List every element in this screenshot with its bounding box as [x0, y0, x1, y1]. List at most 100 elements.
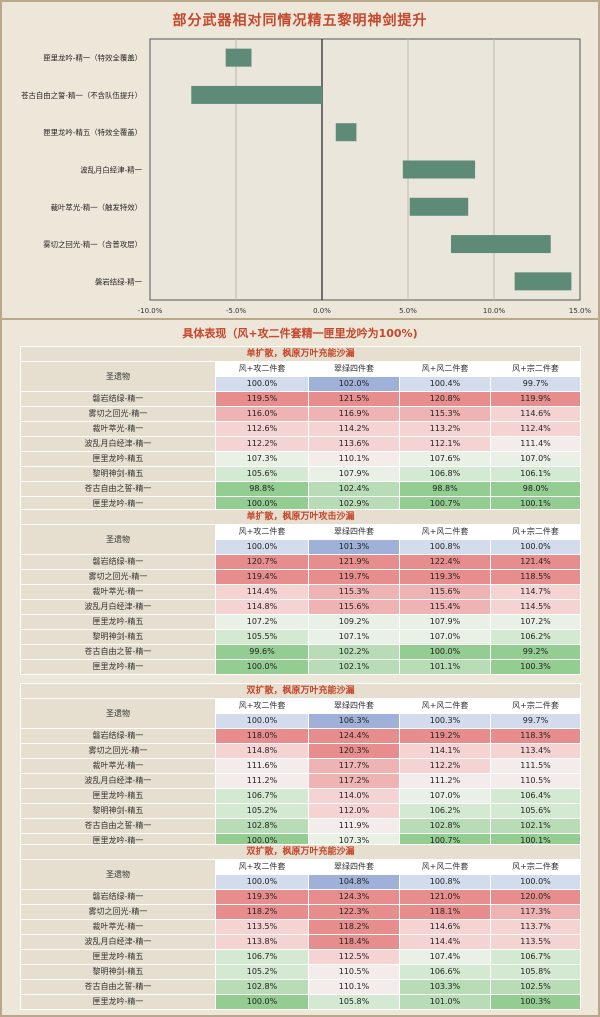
- weapon-name: 匣里龙吟-精一: [20, 659, 216, 675]
- value-cell: 109.2%: [308, 614, 400, 630]
- value-cell: 114.8%: [215, 599, 309, 615]
- table-row: 苍古自由之誓-精一 102.8% 111.9% 102.8% 102.1%: [20, 818, 582, 834]
- table-row: 黎明神剑-精五 105.5% 107.1% 107.0% 106.2%: [20, 629, 582, 645]
- value-cell: 105.6%: [489, 803, 582, 819]
- table-header-row: 圣遗物 风+攻二件套 翠绿四件套 风+风二件套 风+宗二件套: [20, 361, 582, 392]
- table-title-row: 双扩散，枫原万叶充能沙漏: [19, 683, 582, 699]
- baseline-cell: 100.4%: [399, 376, 491, 392]
- value-cell: 102.9%: [308, 496, 400, 512]
- value-cell: 115.3%: [308, 584, 400, 600]
- chart-title: 部分武器相对同情况精五黎明神剑提升: [172, 13, 428, 29]
- x-tick-label: 5.0%: [399, 307, 417, 315]
- value-cell: 102.2%: [308, 644, 400, 660]
- value-cell: 99.6%: [215, 644, 309, 660]
- value-cell: 116.9%: [308, 406, 400, 422]
- value-cell: 101.0%: [399, 994, 491, 1010]
- value-cell: 100.1%: [489, 496, 582, 512]
- table-row: 匣里龙吟-精五 107.2% 109.2% 107.9% 107.2%: [20, 614, 582, 630]
- value-cell: 114.6%: [399, 919, 491, 935]
- value-cell: 107.0%: [399, 629, 491, 645]
- value-cell: 102.4%: [308, 481, 400, 497]
- table-row: 雾切之回光-精一 118.2% 122.3% 118.1% 117.3%: [20, 904, 582, 920]
- range-bar-chart: -10.0% -5.0% 0.0% 5.0% 10.0% 15.0% 匣里龙吟-精一（特效全…: [21, 38, 591, 315]
- value-cell: 111.6%: [215, 758, 309, 774]
- category-label: 雾切之回光-精一（含普攻层）: [43, 240, 142, 249]
- table-row: 苍古自由之誓-精一 102.8% 110.1% 103.3% 102.5%: [20, 979, 582, 995]
- weapon-name: 波乱月白经津-精一: [20, 773, 216, 789]
- value-cell: 112.1%: [399, 436, 491, 452]
- value-cell: 114.2%: [308, 421, 400, 437]
- value-cell: 107.3%: [215, 451, 309, 467]
- value-cell: 98.0%: [489, 481, 582, 497]
- weapon-name: 波乱月白经津-精一: [20, 436, 216, 452]
- value-cell: 105.2%: [215, 964, 309, 980]
- weapon-name: 苍古自由之誓-精一: [20, 644, 216, 660]
- table-row: 波乱月白经津-精一 113.8% 118.4% 114.4% 113.5%: [20, 934, 582, 950]
- value-cell: 111.5%: [489, 758, 582, 774]
- value-cell: 114.4%: [399, 934, 491, 950]
- value-cell: 111.2%: [399, 773, 491, 789]
- value-cell: 107.6%: [399, 451, 491, 467]
- table-title-row: 单扩散，枫原万叶攻击沙漏: [19, 509, 582, 525]
- table-row: 波乱月白经津-精一 114.8% 115.6% 115.4% 114.5%: [20, 599, 582, 615]
- value-cell: 113.2%: [399, 421, 491, 437]
- column-header: 风+风二件套: [399, 859, 491, 875]
- weapon-name: 波乱月白经津-精一: [20, 934, 216, 950]
- weapon-name: 匣里龙吟-精五: [20, 788, 216, 804]
- table-row: 雾切之回光-精一 114.8% 120.3% 114.1% 113.4%: [20, 743, 582, 759]
- value-cell: 110.5%: [308, 964, 400, 980]
- weapon-name: 磐岩结绿-精一: [20, 554, 216, 570]
- value-cell: 113.5%: [215, 919, 309, 935]
- value-cell: 106.7%: [215, 788, 309, 804]
- value-cell: 100.3%: [489, 659, 582, 675]
- value-cell: 114.0%: [308, 788, 400, 804]
- value-cell: 121.5%: [308, 391, 400, 407]
- baseline-cell: 100.0%: [215, 376, 309, 392]
- value-cell: 113.6%: [308, 436, 400, 452]
- category-label: 匣里龙吟-精一（特效全覆盖）: [43, 54, 142, 63]
- column-header: 风+风二件套: [399, 524, 491, 540]
- value-cell: 100.0%: [399, 644, 491, 660]
- baseline-cell: 100.8%: [399, 874, 491, 890]
- value-cell: 112.2%: [399, 758, 491, 774]
- table-row: 匣里龙吟-精五 106.7% 114.0% 107.0% 106.4%: [20, 788, 582, 804]
- column-header: 风+攻二件套: [215, 524, 309, 540]
- column-header: 风+风二件套: [399, 698, 491, 714]
- table-title: 单扩散，枫原万叶攻击沙漏: [19, 509, 582, 525]
- value-cell: 107.2%: [215, 614, 309, 630]
- value-cell: 121.4%: [489, 554, 582, 570]
- category-label: 波乱月白经津-精一: [80, 166, 142, 175]
- table-header-row: 圣遗物 风+攻二件套 翠绿四件套 风+风二件套 风+宗二件套: [20, 859, 582, 890]
- value-cell: 107.0%: [399, 788, 491, 804]
- range-bar: [451, 235, 551, 254]
- value-cell: 106.7%: [215, 949, 309, 965]
- value-cell: 117.7%: [308, 758, 400, 774]
- weapon-name: 匣里龙吟-精五: [20, 614, 216, 630]
- value-cell: 98.8%: [399, 481, 491, 497]
- artifact-header: 圣遗物: [20, 524, 216, 555]
- value-cell: 118.1%: [399, 904, 491, 920]
- value-cell: 102.1%: [308, 659, 400, 675]
- value-cell: 100.0%: [215, 659, 309, 675]
- table-title-row: 双扩散，枫原万叶充能沙漏: [19, 844, 582, 860]
- weapon-name: 苍古自由之誓-精一: [20, 481, 216, 497]
- value-cell: 112.4%: [489, 421, 582, 437]
- value-cell: 107.0%: [489, 451, 582, 467]
- value-cell: 113.8%: [215, 934, 309, 950]
- value-cell: 119.2%: [399, 728, 491, 744]
- value-cell: 118.5%: [489, 569, 582, 585]
- weapon-name: 裁叶萃光-精一: [20, 758, 216, 774]
- range-bar: [402, 160, 476, 179]
- detail-section-title: 具体表现（风+攻二件套精一匣里龙吟为100%): [182, 327, 418, 340]
- category-label: 磐岩结绿-精一: [95, 277, 143, 286]
- baseline-cell: 104.8%: [308, 874, 400, 890]
- value-cell: 112.5%: [308, 949, 400, 965]
- baseline-cell: 99.7%: [489, 376, 582, 392]
- value-cell: 107.1%: [308, 629, 400, 645]
- column-header: 风+宗二件套: [489, 859, 582, 875]
- value-cell: 106.1%: [489, 466, 582, 482]
- value-cell: 119.3%: [215, 889, 309, 905]
- table-row: 匣里龙吟-精五 107.3% 110.1% 107.6% 107.0%: [20, 451, 582, 467]
- value-cell: 107.9%: [399, 614, 491, 630]
- weapon-name: 波乱月白经津-精一: [20, 599, 216, 615]
